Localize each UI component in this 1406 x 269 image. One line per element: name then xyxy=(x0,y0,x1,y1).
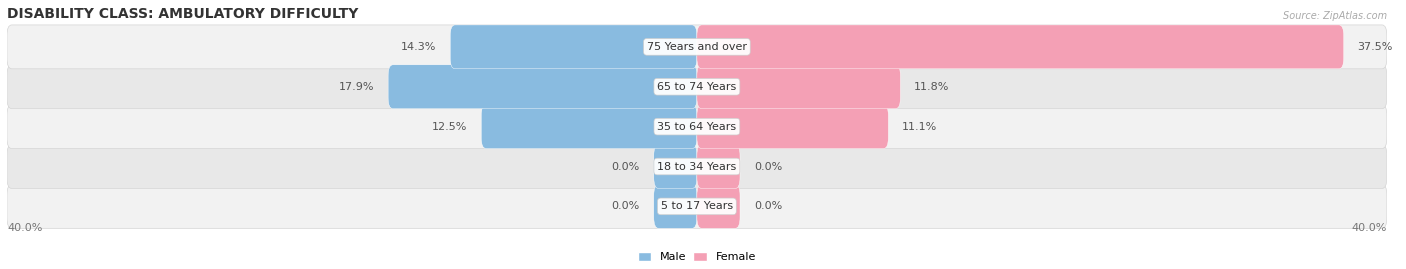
Text: 40.0%: 40.0% xyxy=(7,223,42,233)
Text: 75 Years and over: 75 Years and over xyxy=(647,42,747,52)
Text: DISABILITY CLASS: AMBULATORY DIFFICULTY: DISABILITY CLASS: AMBULATORY DIFFICULTY xyxy=(7,7,359,21)
Text: 12.5%: 12.5% xyxy=(432,122,467,132)
FancyBboxPatch shape xyxy=(697,144,740,189)
FancyBboxPatch shape xyxy=(481,105,697,148)
FancyBboxPatch shape xyxy=(697,25,1344,69)
Text: 11.8%: 11.8% xyxy=(914,82,949,92)
Text: 35 to 64 Years: 35 to 64 Years xyxy=(658,122,737,132)
FancyBboxPatch shape xyxy=(7,65,1386,109)
Text: 17.9%: 17.9% xyxy=(339,82,374,92)
Text: 37.5%: 37.5% xyxy=(1358,42,1393,52)
Text: 0.0%: 0.0% xyxy=(754,201,782,211)
FancyBboxPatch shape xyxy=(697,65,900,109)
Text: 11.1%: 11.1% xyxy=(903,122,938,132)
Text: 0.0%: 0.0% xyxy=(612,201,640,211)
Text: 0.0%: 0.0% xyxy=(612,161,640,172)
FancyBboxPatch shape xyxy=(7,144,1386,189)
Text: Source: ZipAtlas.com: Source: ZipAtlas.com xyxy=(1282,11,1386,21)
FancyBboxPatch shape xyxy=(654,185,697,228)
FancyBboxPatch shape xyxy=(697,185,740,228)
Text: 0.0%: 0.0% xyxy=(754,161,782,172)
Legend: Male, Female: Male, Female xyxy=(638,252,756,262)
Text: 14.3%: 14.3% xyxy=(401,42,436,52)
FancyBboxPatch shape xyxy=(388,65,697,109)
FancyBboxPatch shape xyxy=(654,144,697,189)
Text: 65 to 74 Years: 65 to 74 Years xyxy=(657,82,737,92)
Text: 40.0%: 40.0% xyxy=(1351,223,1386,233)
FancyBboxPatch shape xyxy=(7,25,1386,69)
FancyBboxPatch shape xyxy=(7,105,1386,148)
Text: 5 to 17 Years: 5 to 17 Years xyxy=(661,201,733,211)
FancyBboxPatch shape xyxy=(450,25,697,69)
FancyBboxPatch shape xyxy=(7,185,1386,228)
FancyBboxPatch shape xyxy=(697,105,889,148)
Text: 18 to 34 Years: 18 to 34 Years xyxy=(657,161,737,172)
